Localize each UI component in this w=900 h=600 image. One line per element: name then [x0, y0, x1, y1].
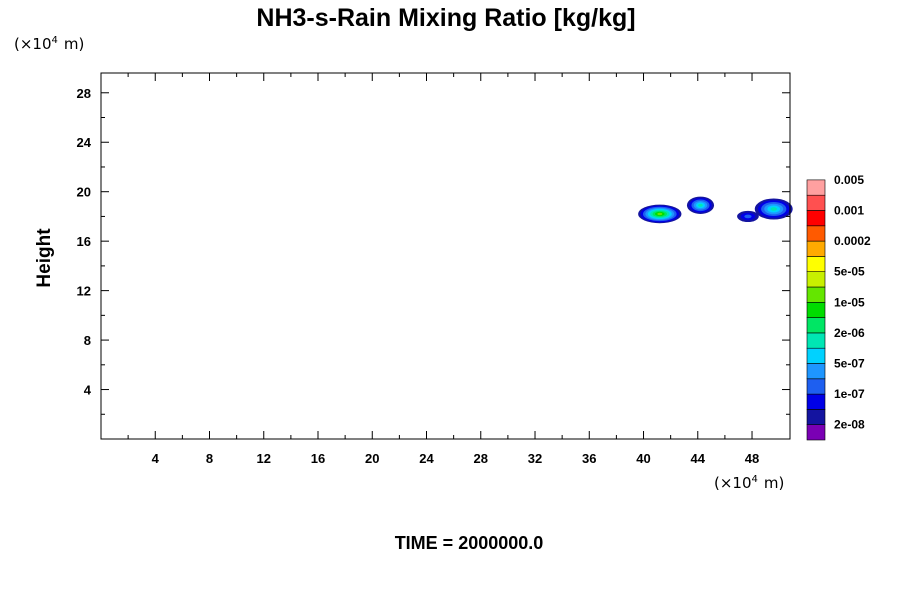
x-tick-label: 40 [636, 451, 650, 466]
colorbar-swatch [806, 179, 826, 196]
chart-title: NH3-s-Rain Mixing Ratio [kg/kg] [256, 4, 635, 32]
y-tick-label: 4 [84, 383, 92, 398]
colorbar-swatch [806, 363, 826, 380]
x-axis-unit: (×104 m) [714, 474, 784, 492]
x-unit-close-paren: ) [779, 474, 785, 492]
colorbar: 2e-08 1e-07 5e-07 2e-06 1e-05 5e-05 0.0002 0.00… [806, 173, 871, 441]
colorbar-label: 2e-08 [834, 418, 865, 432]
colorbar-swatch [806, 393, 826, 410]
y-unit-close-paren: ) [79, 35, 85, 53]
x-tick-label: 36 [582, 451, 596, 466]
colorbar-label: 0.0002 [834, 234, 871, 248]
colorbar-swatch [806, 409, 826, 425]
y-unit-exponent: 4 [52, 35, 58, 46]
colorbar-label: 2e-06 [834, 326, 865, 340]
x-tick-label: 32 [528, 451, 542, 466]
y-tick-label: 16 [77, 234, 91, 249]
x-tick-label: 16 [311, 451, 325, 466]
y-unit-open-paren: ( [14, 35, 20, 53]
colorbar-label: 5e-07 [834, 357, 865, 371]
x-unit-m: m [764, 474, 779, 492]
x-tick-label: 12 [257, 451, 271, 466]
y-tick-label: 12 [77, 284, 91, 299]
x-unit-exponent: 4 [752, 474, 758, 485]
y-unit-scale: ×10 [20, 35, 52, 53]
colorbar-swatch [806, 240, 826, 257]
cloud-contour [698, 203, 703, 207]
colorbar-label: 1e-05 [834, 295, 865, 309]
x-unit-scale: ×10 [720, 474, 752, 492]
plot-frame [100, 72, 791, 440]
colorbar-label: 5e-05 [834, 265, 865, 279]
x-tick-label: 44 [691, 451, 706, 466]
y-tick-label: 28 [77, 86, 91, 101]
colorbar-swatch [806, 194, 826, 211]
y-tick-label: 20 [77, 185, 91, 200]
colorbar-label: 0.005 [834, 173, 864, 187]
colorbar-swatch [806, 332, 826, 349]
colorbar-swatch [806, 347, 826, 364]
colorbar-swatch [806, 225, 826, 242]
colorbar-label: 1e-07 [834, 387, 865, 401]
cloud-contour [657, 212, 663, 216]
colorbar-swatch [806, 271, 826, 288]
y-unit-m: m [64, 35, 79, 53]
x-tick-label: 48 [745, 451, 759, 466]
x-tick-label: 20 [365, 451, 379, 466]
x-unit-open-paren: ( [714, 474, 720, 492]
colorbar-swatch [806, 301, 826, 318]
colorbar-swatch [806, 256, 826, 272]
y-tick-label: 24 [77, 135, 92, 150]
y-axis-unit: (×104 m) [14, 35, 84, 53]
colorbar-swatch [806, 424, 826, 441]
x-tick-label: 28 [474, 451, 488, 466]
cloud-contour [770, 207, 777, 211]
colorbar-swatch [806, 317, 826, 334]
time-label: TIME = 2000000.0 [395, 533, 544, 553]
colorbar-swatch [806, 286, 826, 303]
colorbar-label: 0.001 [834, 204, 864, 218]
data-field-layer [638, 196, 793, 224]
x-tick-label: 4 [152, 451, 160, 466]
y-tick-label: 8 [84, 333, 91, 348]
x-tick-label: 24 [419, 451, 434, 466]
cloud-contour [744, 214, 752, 219]
x-tick-label: 8 [206, 451, 213, 466]
y-axis-label: Height [34, 228, 55, 288]
colorbar-swatch [806, 210, 826, 227]
colorbar-swatch [806, 378, 826, 395]
